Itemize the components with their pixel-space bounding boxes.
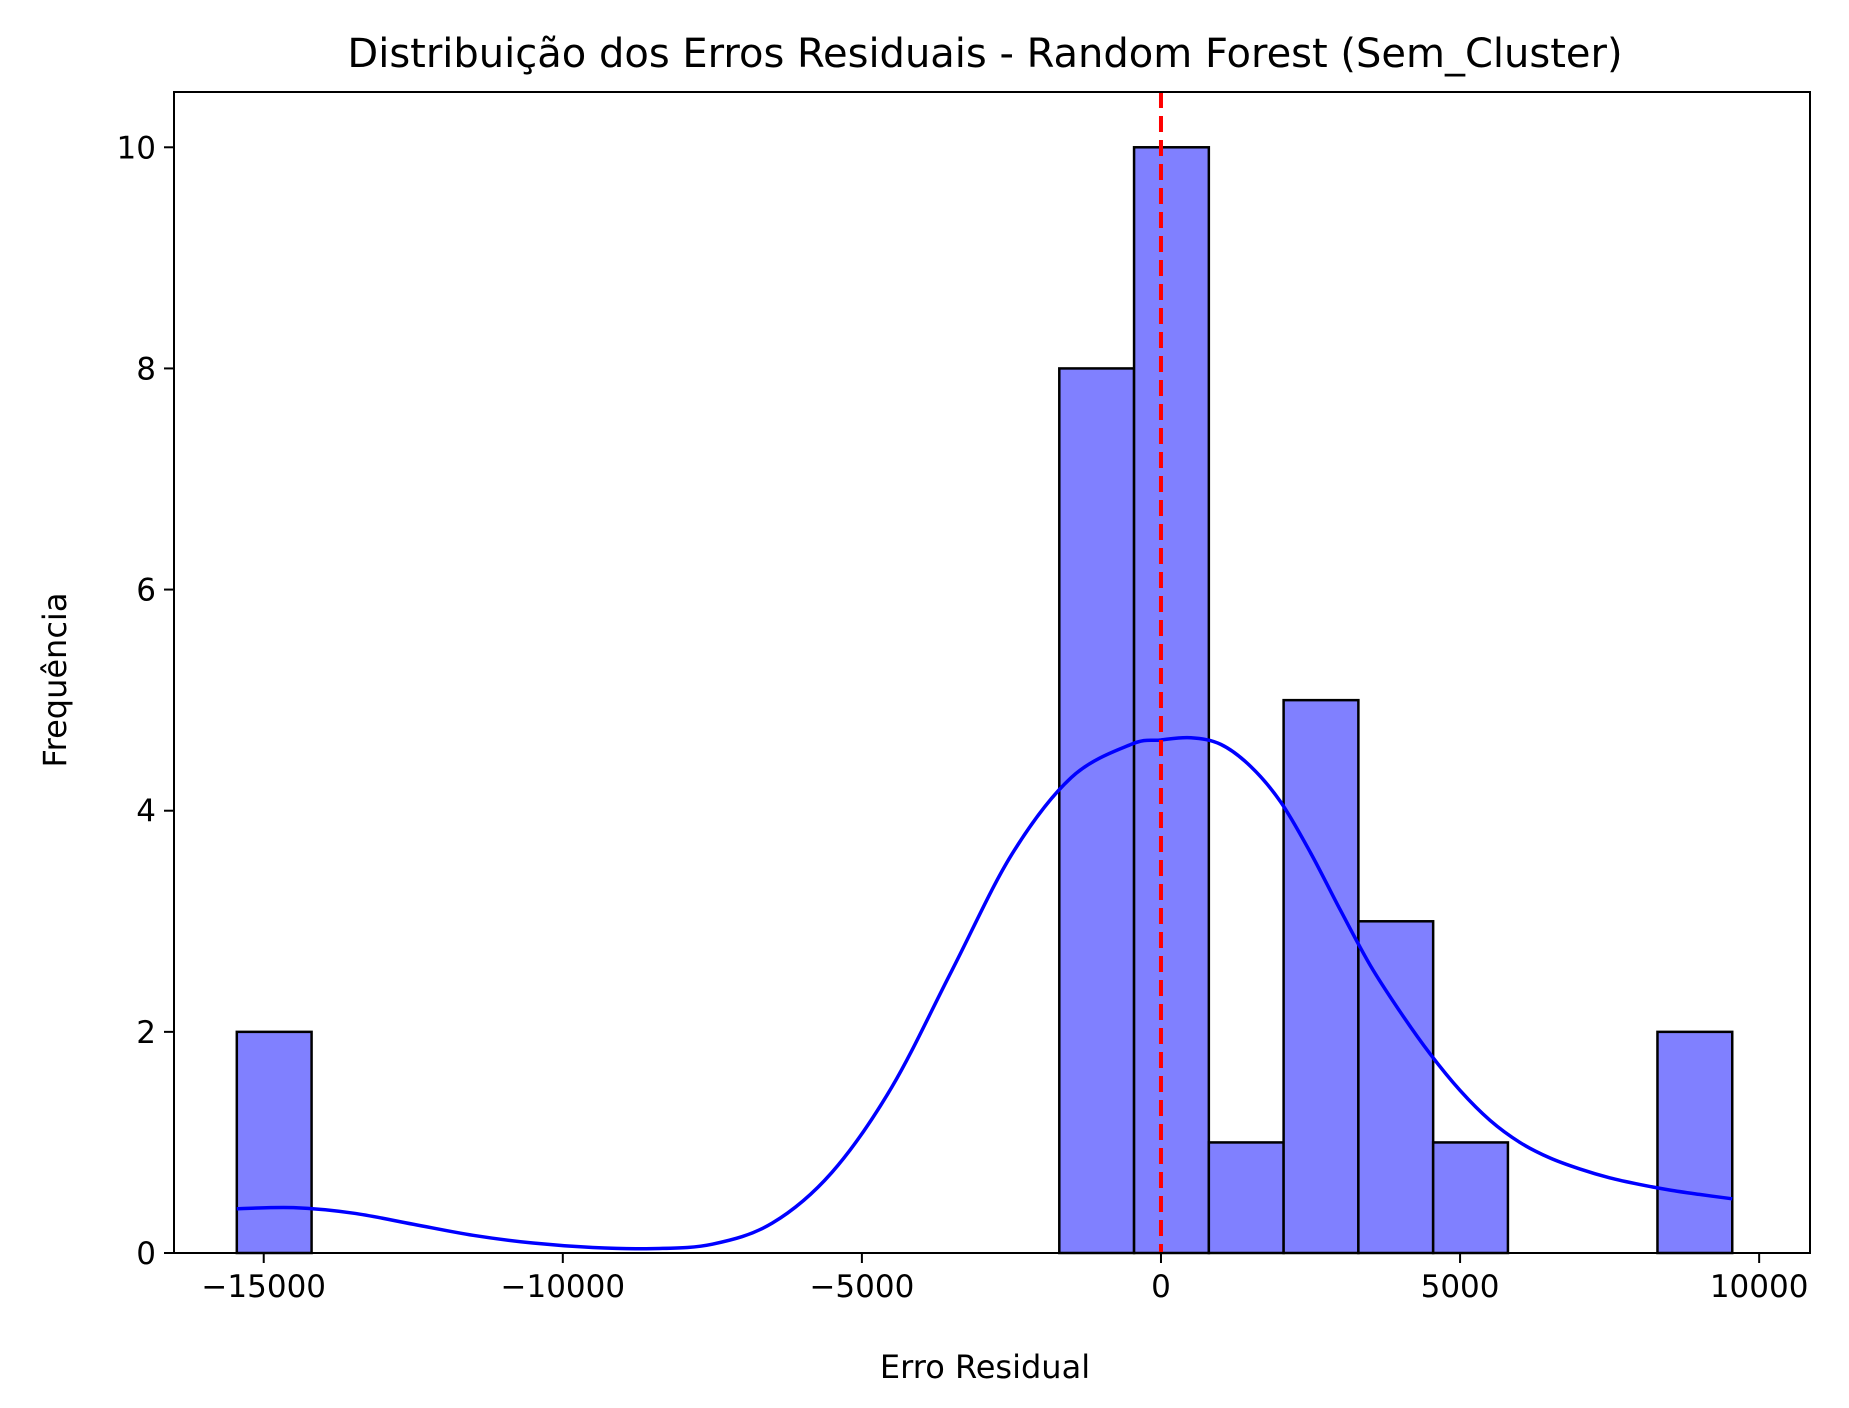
y-axis-label: Frequência [36, 593, 74, 768]
y-tick-label: 4 [136, 794, 156, 830]
chart-title: Distribuição dos Erros Residuais - Rando… [347, 31, 1622, 77]
kde-curve [236, 735, 1733, 1251]
histogram-bar [1656, 1030, 1734, 1255]
y-axis-ticks: 0 2 4 6 8 10 [117, 130, 174, 1272]
x-axis-ticks: −15000 −10000 −5000 0 5000 10000 [201, 1253, 1808, 1305]
x-tick-label: −5000 [809, 1269, 914, 1305]
histogram-bar [1207, 1141, 1285, 1255]
y-tick-label: 8 [136, 351, 156, 387]
kde-curve-layer [236, 735, 1733, 1251]
x-tick-label: −10000 [501, 1269, 626, 1305]
plot-frame [173, 91, 1811, 1254]
x-tick-label: −15000 [201, 1269, 326, 1305]
histogram-bar [235, 1030, 313, 1255]
y-tick-label: 10 [117, 130, 156, 166]
histogram-bar [1282, 698, 1360, 1255]
x-tick-label: 0 [1151, 1269, 1171, 1305]
histogram-bars [235, 146, 1734, 1255]
x-axis-label: Erro Residual [880, 1348, 1090, 1386]
y-tick-label: 0 [136, 1236, 156, 1272]
histogram-bar [1132, 146, 1211, 1255]
histogram-bar [1431, 1141, 1510, 1255]
y-tick-label: 2 [136, 1015, 156, 1051]
y-tick-label: 6 [136, 573, 156, 609]
histogram-bar [1357, 920, 1435, 1255]
x-tick-label: 10000 [1710, 1269, 1809, 1305]
histogram-bar [1058, 367, 1136, 1255]
x-tick-label: 5000 [1421, 1269, 1500, 1305]
